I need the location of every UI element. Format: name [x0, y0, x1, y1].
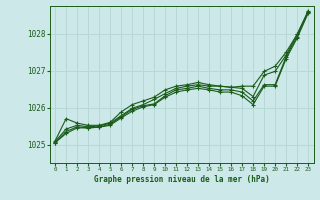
X-axis label: Graphe pression niveau de la mer (hPa): Graphe pression niveau de la mer (hPa) [94, 175, 269, 184]
